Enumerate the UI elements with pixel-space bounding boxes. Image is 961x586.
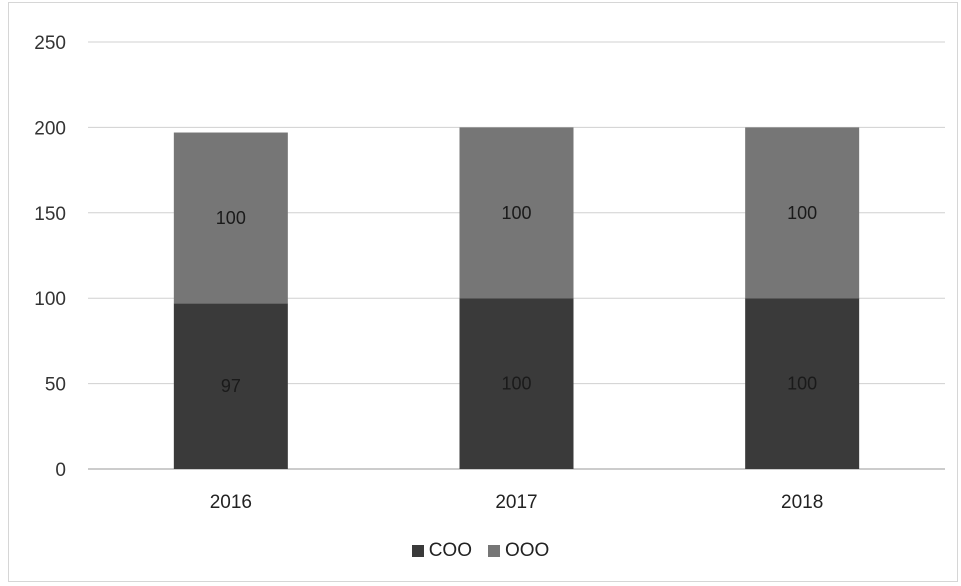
data-label-coo-2017: 100 [501, 374, 531, 394]
x-category-label-2016: 2016 [210, 492, 252, 513]
bar-ooo-2017 [459, 127, 574, 299]
bar-coo-2017 [459, 298, 574, 469]
data-label-ooo-2016: 100 [216, 208, 246, 228]
data-label-coo-2018: 100 [787, 374, 817, 394]
legend-swatch-ooo [487, 545, 500, 557]
y-tick-label-150: 150 [34, 204, 66, 225]
y-tick-label-250: 250 [34, 33, 66, 54]
legend-swatch-coo [411, 545, 424, 557]
y-tick-label-200: 200 [34, 118, 66, 139]
bar-ooo-2016 [173, 132, 288, 304]
y-tick-label-0: 0 [55, 460, 66, 481]
x-category-label-2017: 2017 [495, 492, 537, 513]
bars [173, 127, 860, 469]
legend: COO OOO [0, 540, 961, 562]
legend-label-coo: COO [428, 540, 472, 561]
y-tick-label-100: 100 [34, 289, 66, 310]
legend-item-ooo: OOO [487, 540, 550, 562]
x-axis-category-labels: 2016 2017 2018 [210, 492, 824, 513]
data-label-coo-2016: 97 [221, 376, 241, 396]
bar-ooo-2018 [745, 127, 860, 299]
bar-coo-2016 [173, 303, 288, 469]
data-labels: 97 100 100 100 100 100 [216, 203, 817, 396]
legend-item-coo: COO [411, 540, 472, 562]
data-label-ooo-2017: 100 [501, 203, 531, 223]
y-axis-tick-labels: 0 50 100 150 200 250 [34, 33, 66, 481]
legend-label-ooo: OOO [504, 540, 550, 561]
y-tick-label-50: 50 [45, 375, 66, 396]
data-label-ooo-2018: 100 [787, 203, 817, 223]
bar-coo-2018 [745, 298, 860, 469]
x-category-label-2018: 2018 [781, 492, 823, 513]
chart-frame [8, 2, 958, 582]
